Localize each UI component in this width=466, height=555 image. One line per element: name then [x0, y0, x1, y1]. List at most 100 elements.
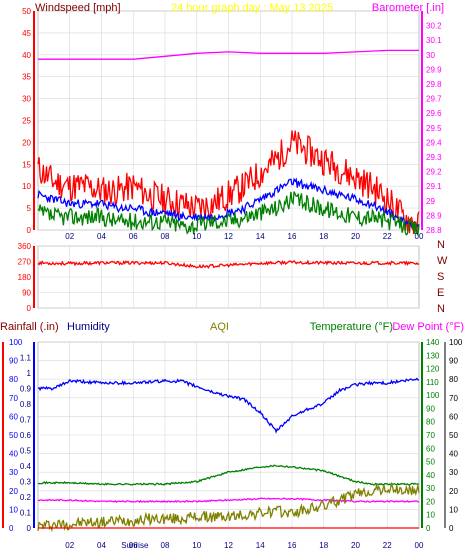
- temperature-line: [37, 464, 420, 486]
- temperature-tick-label: 80: [426, 418, 435, 427]
- aqi-tick-label: 50: [449, 431, 458, 440]
- barometer-tick-label: 29.4: [426, 138, 442, 147]
- wind-y-tick-label: 40: [22, 51, 31, 60]
- climate-x-tick-label: 08: [161, 541, 170, 550]
- rainfall-tick-label: 0.2: [20, 493, 32, 502]
- direction-series: [37, 259, 420, 269]
- temperature-tick-label: 40: [426, 471, 435, 480]
- climate-panel: 010203040506070809010000.10.20.30.40.50.…: [0, 321, 464, 550]
- gust-line: [37, 130, 420, 235]
- wind-x-tick-label: 22: [383, 232, 392, 241]
- wind-y-tick-label: 15: [22, 160, 31, 169]
- climate-x-ticks: 02 04 06 08 10 12 14 16 18 20 22 00: [65, 541, 424, 550]
- temperature-tick-label: 70: [426, 431, 435, 440]
- climate-x-tick-label: 16: [288, 541, 297, 550]
- humidity-tick-label: 60: [9, 412, 18, 421]
- climate-x-tick-label: 04: [97, 541, 106, 550]
- barometer-axis-label: Barometer [.in]: [372, 2, 444, 14]
- wind-y-tick-label: 45: [22, 29, 31, 38]
- temperature-tick-label: 0: [426, 524, 431, 533]
- humidity-tick-label: 10: [9, 505, 18, 514]
- wind-line: [37, 191, 420, 237]
- compass-label: W: [437, 255, 448, 267]
- humidity-tick-label: 70: [9, 394, 18, 403]
- chart-title: 24 hour graph day : May 13 2025: [171, 2, 333, 14]
- humidity-tick-label: 20: [9, 487, 18, 496]
- rainfall-tick-label: 0.3: [20, 478, 32, 487]
- dewpoint-label: Dew Point (°F): [392, 321, 464, 333]
- direction-y-tick-label: 270: [18, 258, 32, 267]
- climate-series: [37, 377, 420, 533]
- compass-label: N: [437, 239, 445, 251]
- temperature-tick-label: 10: [426, 511, 435, 520]
- rainfall-tick-label: 1.1: [20, 354, 32, 363]
- aqi-label: AQI: [210, 321, 229, 333]
- temperature-tick-label: 120: [426, 365, 440, 374]
- temperature-tick-label: 110: [426, 378, 439, 387]
- barometer-tick-label: 30.2: [426, 22, 442, 31]
- wind-x-tick-label: 14: [256, 232, 265, 241]
- barometer-line: [38, 49, 419, 60]
- temperature-tick-label: 30: [426, 484, 435, 493]
- climate-x-tick-label: 12: [224, 541, 233, 550]
- barometer-tick-label: 29.5: [426, 124, 442, 133]
- temperature-tick-label: 140: [426, 338, 440, 347]
- climate-x-tick-label: 00: [415, 541, 424, 550]
- barometer-tick-label: 29.9: [426, 65, 442, 74]
- temperature-tick-label: 90: [426, 404, 435, 413]
- aqi-tick-label: 60: [449, 412, 458, 421]
- wind-x-ticks: 02 04 06 08 10 12 14 16 18 20 22 00: [65, 232, 424, 241]
- rainfall-tick-label: 0.4: [20, 462, 32, 471]
- wind-x-tick-label: 20: [351, 232, 360, 241]
- wind-x-tick-label: 16: [288, 232, 297, 241]
- barometer-tick-label: 29.6: [426, 109, 442, 118]
- climate-x-tick-label: 20: [351, 541, 360, 550]
- wind-y-tick-label: 30: [22, 95, 31, 104]
- sunrise-label: Sunrise: [121, 541, 149, 550]
- temperature-tick-label: 50: [426, 458, 435, 467]
- temperature-tick-label: 60: [426, 444, 435, 453]
- rainfall-tick-label: 0.7: [20, 416, 32, 425]
- temperature-tick-label: 20: [426, 497, 435, 506]
- wind-x-tick-label: 06: [129, 232, 138, 241]
- climate-x-tick-label: 22: [383, 541, 392, 550]
- climate-x-tick-label: 06: [129, 541, 138, 550]
- barometer-tick-label: 30.1: [426, 36, 442, 45]
- wind-y-tick-label: 35: [22, 73, 31, 82]
- aqi-tick-label: 40: [449, 450, 458, 459]
- humidity-tick-label: 100: [9, 338, 23, 347]
- wind-y-tick-label: 0: [27, 226, 32, 235]
- aqi-tick-label: 10: [449, 505, 458, 514]
- climate-axes: 010203040506070809010000.10.20.30.40.50.…: [2, 338, 463, 533]
- dewpoint-line: [37, 497, 419, 503]
- aqi-tick-label: 100: [449, 338, 463, 347]
- rainfall-tick-label: 0.6: [20, 431, 32, 440]
- wind-left-ticks: 0 5 10 15 20 25 30 35 40 45 50: [22, 7, 35, 235]
- humidity-tick-label: 40: [9, 450, 18, 459]
- aqi-tick-label: 70: [449, 394, 458, 403]
- wind-x-tick-label: 02: [65, 232, 74, 241]
- barometer-ticks: 28.8 28.9 29 29.1 29.2 29.3 29.4 29.5 29.6 29.7 29…: [421, 11, 442, 235]
- rainfall-tick-label: 1: [27, 369, 32, 378]
- direction-y-tick-label: 360: [18, 242, 32, 251]
- wind-y-tick-label: 5: [27, 204, 32, 213]
- wind-avg-line: [37, 177, 420, 230]
- temperature-label: Temperature (°F): [310, 321, 393, 333]
- humidity-tick-label: 0: [9, 524, 14, 533]
- climate-x-tick-label: 18: [319, 541, 328, 550]
- barometer-tick-label: 30: [426, 51, 435, 60]
- aqi-tick-label: 30: [449, 468, 458, 477]
- aqi-tick-label: 0: [449, 524, 454, 533]
- humidity-tick-label: 50: [9, 431, 18, 440]
- temperature-tick-label: 100: [426, 391, 440, 400]
- wind-y-tick-label: 20: [22, 138, 31, 147]
- compass-label: S: [437, 271, 444, 283]
- wind-x-tick-label: 08: [161, 232, 170, 241]
- wind-x-tick-label: 04: [97, 232, 106, 241]
- humidity-tick-label: 80: [9, 375, 18, 384]
- compass-label: N: [437, 303, 445, 315]
- barometer-tick-label: 29.1: [426, 182, 442, 191]
